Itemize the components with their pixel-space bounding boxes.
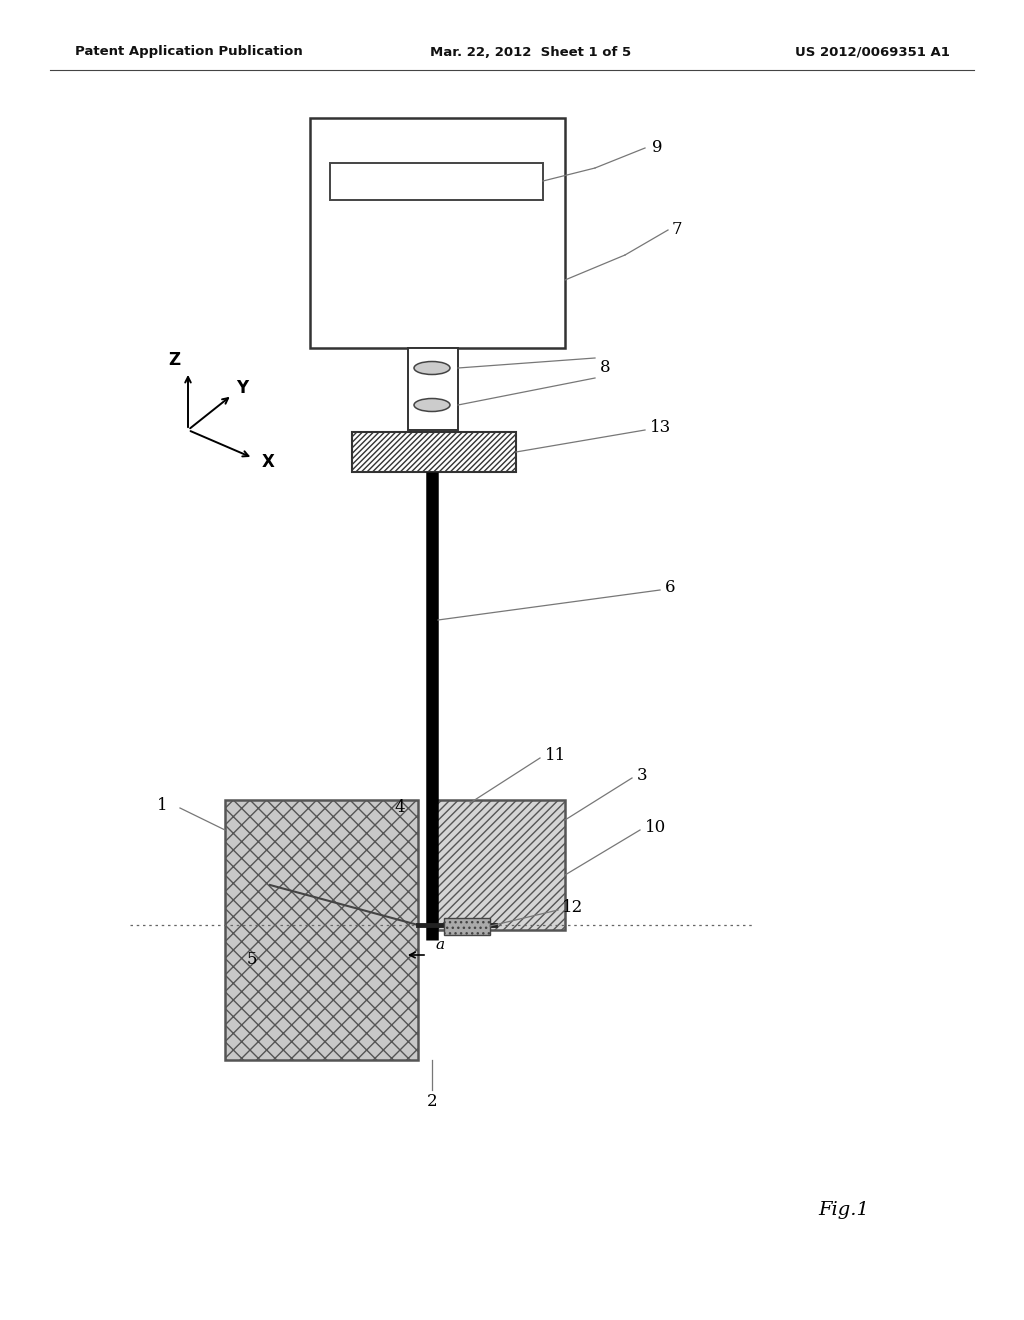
Bar	[225, 800, 418, 1060]
Text: 11: 11	[545, 747, 566, 763]
Text: 5: 5	[247, 952, 257, 969]
Text: 7: 7	[672, 222, 683, 239]
Bar	[436, 800, 565, 931]
Text: 13: 13	[650, 420, 672, 437]
Text: Fig.1: Fig.1	[818, 1201, 869, 1218]
Bar	[310, 117, 565, 348]
Text: Z: Z	[168, 351, 180, 370]
Text: 9: 9	[652, 140, 663, 157]
Text: 8: 8	[600, 359, 610, 376]
Text: 2: 2	[427, 1093, 437, 1110]
Bar	[444, 917, 490, 935]
Text: 6: 6	[665, 579, 676, 597]
Bar	[330, 162, 543, 201]
Text: 12: 12	[562, 899, 584, 916]
Text: Y: Y	[236, 379, 248, 397]
Text: Mar. 22, 2012  Sheet 1 of 5: Mar. 22, 2012 Sheet 1 of 5	[430, 45, 631, 58]
Ellipse shape	[414, 399, 450, 412]
Text: US 2012/0069351 A1: US 2012/0069351 A1	[795, 45, 950, 58]
Text: 4: 4	[394, 800, 406, 817]
Text: 10: 10	[645, 820, 667, 837]
Text: 3: 3	[637, 767, 647, 784]
Text: X: X	[261, 453, 274, 471]
Text: a: a	[435, 939, 444, 952]
Ellipse shape	[414, 362, 450, 375]
Text: 1: 1	[157, 797, 167, 814]
Bar	[352, 432, 516, 473]
Text: Patent Application Publication: Patent Application Publication	[75, 45, 303, 58]
Bar	[408, 348, 458, 430]
